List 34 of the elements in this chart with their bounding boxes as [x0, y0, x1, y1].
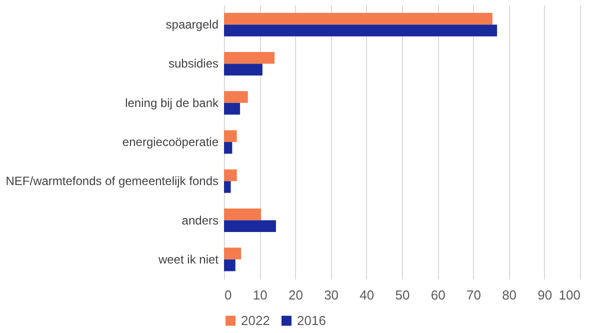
bar	[224, 52, 275, 64]
legend-label: 2016	[297, 312, 326, 328]
y-tick-label: energiecoöperatie	[122, 135, 219, 149]
x-tick-label: 40	[360, 288, 374, 302]
bar	[224, 102, 240, 115]
bar	[224, 12, 492, 25]
bar	[224, 220, 276, 232]
y-tick-label: spaargeld	[166, 18, 218, 32]
x-tick-label: 50	[395, 288, 410, 302]
x-tick-label: 60	[430, 288, 446, 302]
bar	[224, 248, 242, 260]
x-tick-label: 0	[224, 288, 232, 302]
x-tick-label: 20	[288, 288, 303, 302]
bar	[224, 169, 237, 182]
legend-label: 2022	[241, 312, 270, 328]
bar	[224, 24, 498, 36]
y-tick-label: anders	[182, 213, 218, 228]
x-tick-label: 10	[252, 288, 268, 302]
bar	[224, 130, 237, 142]
bar	[224, 142, 232, 154]
bar	[224, 181, 231, 193]
x-tick-label: 30	[324, 288, 339, 302]
x-tick-label: 90	[538, 288, 552, 302]
x-tick-label: 80	[502, 288, 517, 302]
bar	[224, 91, 248, 103]
y-tick-label: weet ik niet	[157, 252, 220, 266]
y-tick-label: subsidies	[168, 56, 218, 71]
x-tick-label: 100	[558, 288, 580, 302]
y-tick-label: NEF/warmtefonds of gemeentelijk fonds	[6, 174, 218, 188]
y-tick-label: lening bij de bank	[125, 96, 220, 110]
bar	[224, 259, 236, 272]
x-tick-label: 70	[466, 288, 481, 302]
bar	[224, 208, 262, 220]
bar	[224, 64, 262, 76]
